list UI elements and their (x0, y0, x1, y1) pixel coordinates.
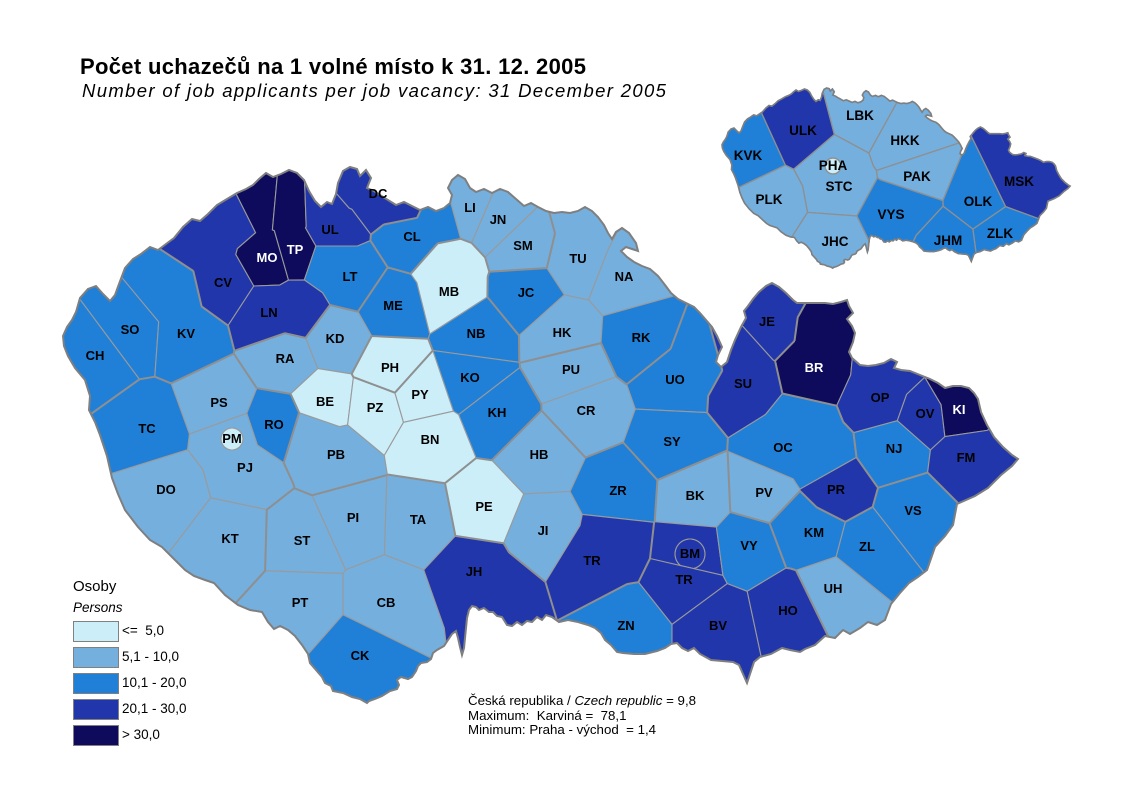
svg-text:BR: BR (805, 360, 824, 375)
svg-text:OV: OV (916, 406, 935, 421)
svg-text:PAK: PAK (903, 169, 931, 184)
svg-text:LI: LI (464, 200, 476, 215)
svg-text:BM: BM (680, 546, 700, 561)
svg-text:CL: CL (403, 229, 420, 244)
svg-text:KH: KH (488, 405, 507, 420)
svg-text:MB: MB (439, 284, 459, 299)
svg-text:ULK: ULK (789, 123, 817, 138)
svg-text:JH: JH (466, 564, 483, 579)
svg-text:ZL: ZL (859, 539, 875, 554)
svg-text:STC: STC (826, 179, 853, 194)
svg-text:SO: SO (121, 322, 140, 337)
svg-text:TU: TU (569, 251, 586, 266)
svg-text:PV: PV (755, 485, 773, 500)
svg-text:PH: PH (381, 360, 399, 375)
svg-text:BV: BV (709, 618, 727, 633)
svg-text:PM: PM (222, 431, 242, 446)
svg-text:PT: PT (292, 595, 309, 610)
svg-text:NA: NA (615, 269, 634, 284)
svg-text:HO: HO (778, 603, 798, 618)
svg-text:PU: PU (562, 362, 580, 377)
svg-text:UH: UH (824, 581, 843, 596)
svg-text:LN: LN (260, 305, 277, 320)
svg-text:KI: KI (953, 402, 966, 417)
svg-text:KV: KV (177, 326, 195, 341)
svg-text:MO: MO (257, 250, 278, 265)
svg-text:CH: CH (86, 348, 105, 363)
svg-text:LT: LT (343, 269, 358, 284)
svg-text:VYS: VYS (877, 207, 904, 222)
svg-text:JHM: JHM (934, 233, 963, 248)
svg-text:BN: BN (421, 432, 440, 447)
svg-text:TC: TC (138, 421, 156, 436)
svg-text:JC: JC (518, 285, 535, 300)
svg-text:MSK: MSK (1004, 174, 1034, 189)
svg-text:KO: KO (460, 370, 480, 385)
svg-text:SM: SM (513, 238, 533, 253)
svg-text:ZN: ZN (617, 618, 634, 633)
svg-text:OP: OP (871, 390, 890, 405)
svg-text:NB: NB (467, 326, 486, 341)
svg-text:OLK: OLK (964, 194, 993, 209)
svg-text:JI: JI (538, 523, 549, 538)
svg-text:TP: TP (287, 242, 304, 257)
svg-text:PS: PS (210, 395, 228, 410)
svg-text:KM: KM (804, 525, 824, 540)
svg-text:RA: RA (276, 351, 295, 366)
svg-text:TR: TR (675, 572, 693, 587)
svg-text:ME: ME (383, 298, 403, 313)
svg-text:HK: HK (553, 325, 572, 340)
svg-text:HKK: HKK (890, 133, 919, 148)
svg-text:PR: PR (827, 482, 846, 497)
svg-text:PLK: PLK (756, 192, 783, 207)
svg-text:CV: CV (214, 275, 232, 290)
svg-text:CK: CK (351, 648, 370, 663)
svg-text:LBK: LBK (846, 108, 874, 123)
svg-text:RO: RO (264, 417, 284, 432)
svg-text:PHA: PHA (819, 158, 848, 173)
svg-text:KD: KD (326, 331, 345, 346)
svg-text:PZ: PZ (367, 400, 384, 415)
svg-text:HB: HB (530, 447, 549, 462)
svg-text:SU: SU (734, 376, 752, 391)
svg-text:UO: UO (665, 372, 685, 387)
svg-text:UL: UL (321, 222, 338, 237)
svg-text:PI: PI (347, 510, 359, 525)
svg-text:JN: JN (490, 212, 507, 227)
svg-text:TA: TA (410, 512, 427, 527)
svg-text:VY: VY (740, 538, 758, 553)
svg-text:PB: PB (327, 447, 345, 462)
svg-text:JE: JE (759, 314, 775, 329)
svg-text:CB: CB (377, 595, 396, 610)
svg-text:BK: BK (686, 488, 705, 503)
svg-text:CR: CR (577, 403, 596, 418)
svg-text:DC: DC (369, 186, 388, 201)
svg-text:TR: TR (583, 553, 601, 568)
svg-text:NJ: NJ (886, 441, 903, 456)
svg-text:BE: BE (316, 394, 334, 409)
svg-text:ZR: ZR (609, 483, 627, 498)
svg-text:PE: PE (475, 499, 493, 514)
svg-text:OC: OC (773, 440, 793, 455)
svg-text:DO: DO (156, 482, 176, 497)
svg-text:PY: PY (411, 387, 429, 402)
svg-text:JHC: JHC (821, 234, 848, 249)
svg-text:SY: SY (663, 434, 681, 449)
svg-text:ST: ST (294, 533, 311, 548)
svg-text:PJ: PJ (237, 460, 253, 475)
svg-text:ZLK: ZLK (987, 226, 1013, 241)
svg-text:KT: KT (221, 531, 238, 546)
svg-text:KVK: KVK (734, 148, 763, 163)
svg-text:VS: VS (904, 503, 922, 518)
svg-text:RK: RK (632, 330, 651, 345)
svg-text:FM: FM (957, 450, 976, 465)
